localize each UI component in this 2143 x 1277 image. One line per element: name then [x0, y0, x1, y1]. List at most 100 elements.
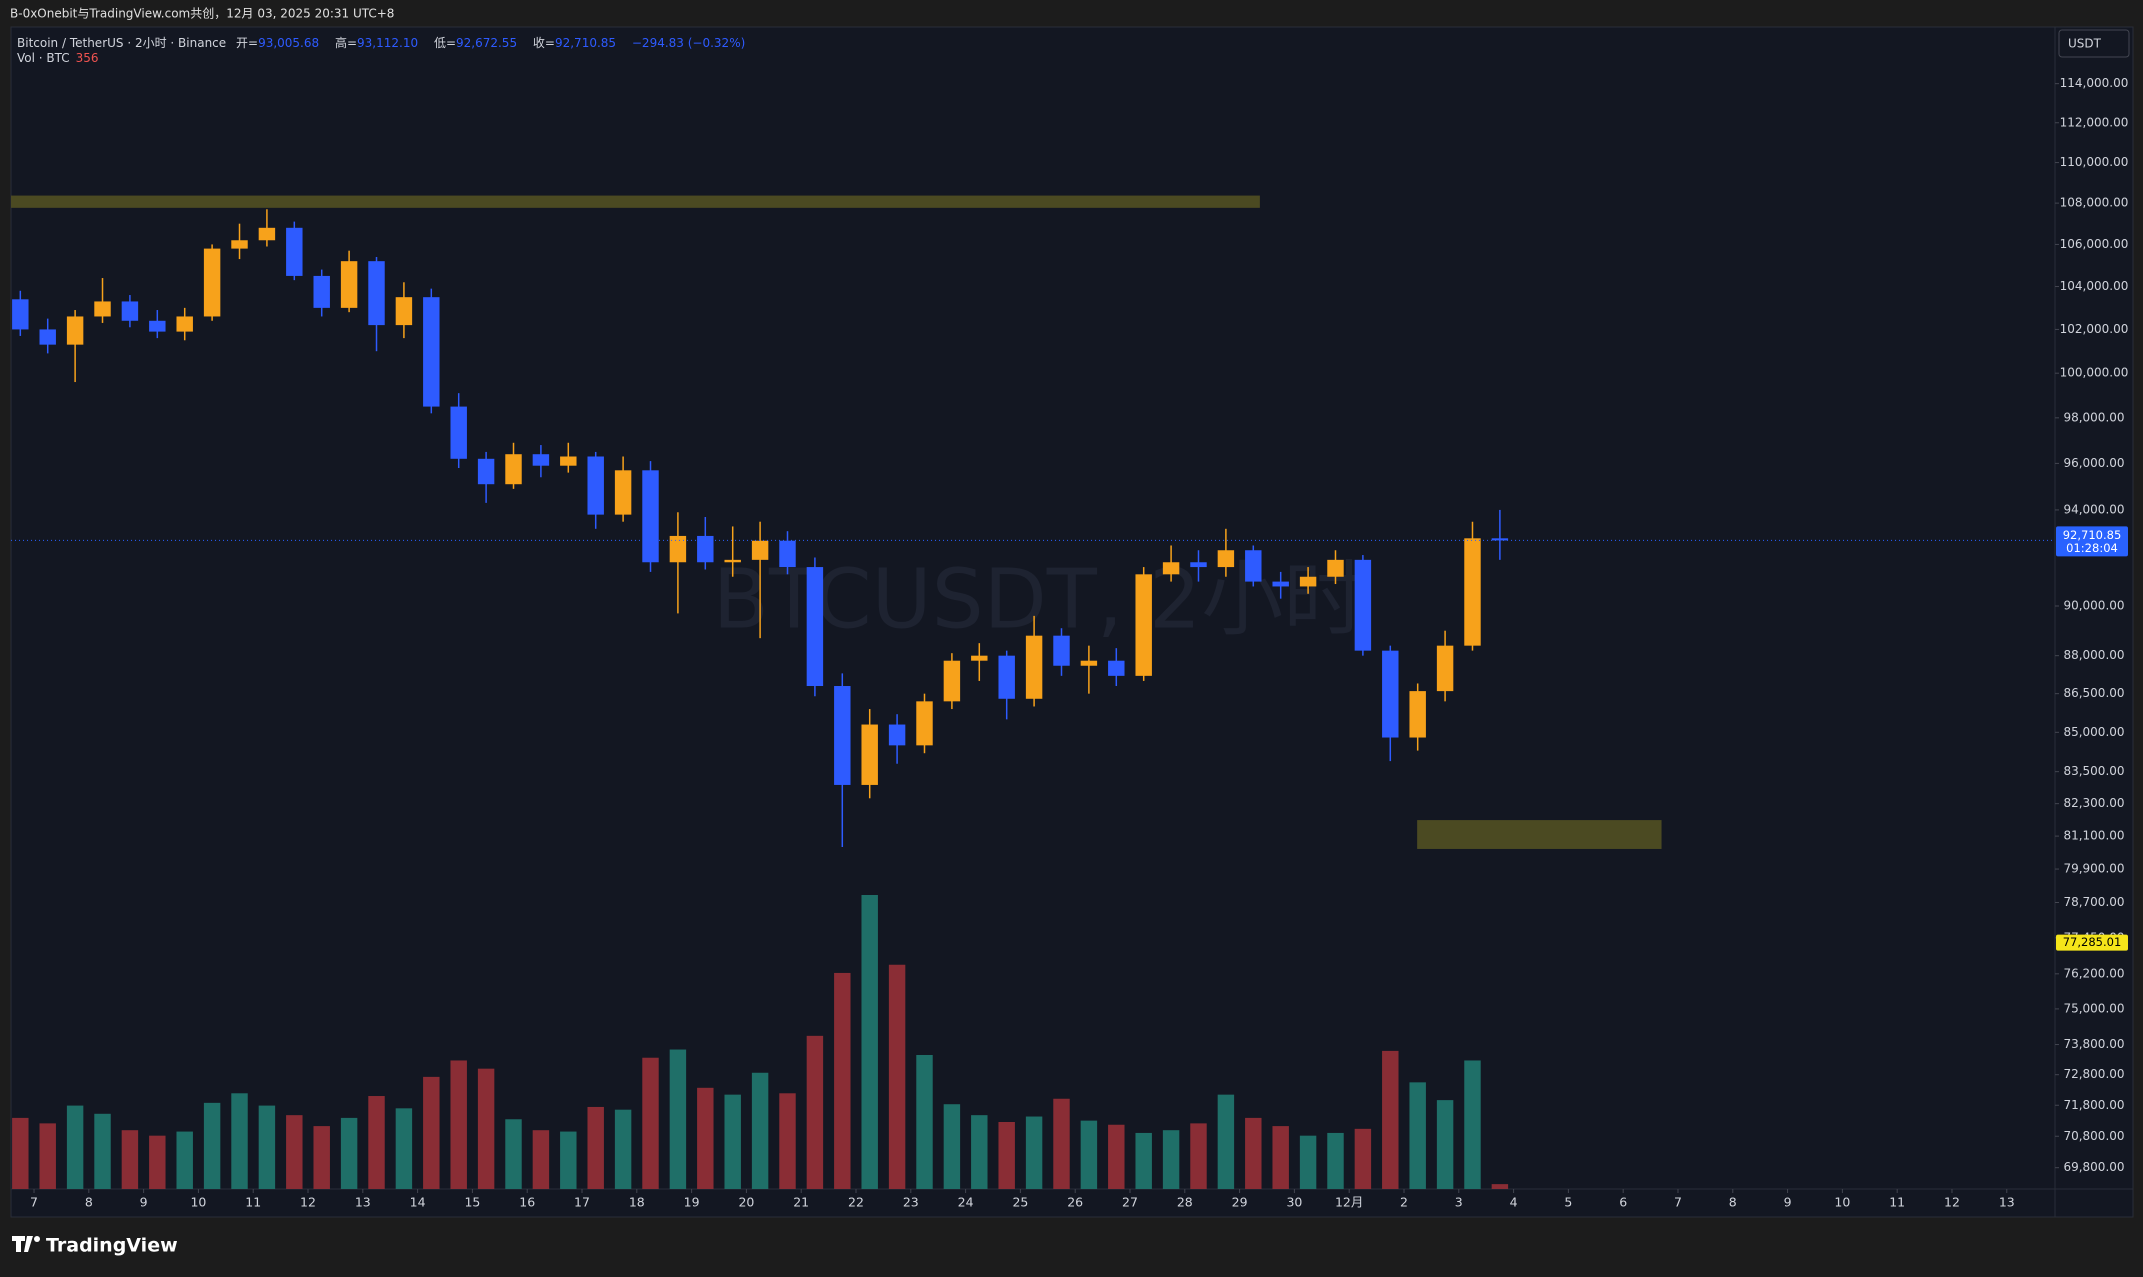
x-tick-label: 25 — [1012, 1195, 1028, 1210]
legend-ohlc: 高=93,112.10 — [335, 36, 424, 50]
candle-body — [176, 316, 193, 332]
y-tick-label: 112,000.00 — [2060, 115, 2129, 129]
candle-body — [121, 301, 139, 321]
ohlc-value: 92,710.85 — [554, 36, 617, 50]
x-tick-label: 27 — [1122, 1195, 1138, 1210]
x-tick-label: 7 — [1674, 1195, 1682, 1210]
ohlc-label: 开= — [236, 36, 259, 50]
legend-change: −294.83 (−0.32%) — [631, 36, 746, 50]
volume-bar — [1080, 1120, 1098, 1189]
y-tick-label: 104,000.00 — [2060, 279, 2129, 293]
x-tick-label: 21 — [793, 1195, 809, 1210]
candle-body — [779, 540, 796, 568]
volume-bar — [286, 1115, 303, 1189]
y-tick-label: 71,800.00 — [2063, 1098, 2124, 1112]
logo-icon — [12, 1236, 40, 1252]
legend-main: Bitcoin / TetherUS · 2小时 · Binance 开=93,… — [17, 34, 751, 51]
y-tick-label: 75,000.00 — [2063, 1001, 2124, 1015]
volume-bar — [614, 1109, 632, 1189]
candle-body — [231, 240, 248, 249]
legend-volume: Vol · BTC 356 — [17, 51, 105, 65]
y-tick-label: 76,200.00 — [2063, 966, 2124, 980]
candle-body — [888, 724, 906, 746]
volume-bar — [258, 1105, 276, 1189]
y-tick-label: 98,000.00 — [2063, 410, 2124, 424]
ohlc-value: 93,005.68 — [258, 36, 320, 50]
volume-bar — [642, 1057, 659, 1189]
x-tick-label: 14 — [410, 1195, 426, 1210]
candle-body — [861, 724, 878, 785]
x-tick-label: 17 — [574, 1195, 590, 1210]
ohlc-label: 收= — [532, 36, 555, 50]
volume-bar — [1464, 1060, 1481, 1189]
last-price-label: 92,710.85 — [2063, 528, 2122, 542]
y-tick-label: 85,000.00 — [2063, 725, 2124, 739]
volume-bar — [121, 1130, 139, 1189]
candle-body — [477, 458, 495, 485]
last-price-box — [2056, 526, 2128, 557]
candle-body — [1217, 550, 1235, 568]
x-tick-label: 24 — [958, 1195, 974, 1210]
x-tick-label: 28 — [1177, 1195, 1193, 1210]
volume-bar — [751, 1072, 769, 1189]
candle-body — [313, 275, 330, 308]
candle-body — [12, 299, 29, 330]
candle-body — [258, 227, 276, 241]
volume-bar — [669, 1049, 687, 1189]
candle-body — [806, 567, 824, 687]
volume-bar — [1135, 1132, 1152, 1189]
candle-body — [39, 329, 56, 345]
countdown: 01:28:04 — [2066, 541, 2118, 555]
x-tick-label: 29 — [1232, 1195, 1248, 1210]
header-text: B-0xOnebit与TradingView.com共创，12月 03, 202… — [10, 7, 394, 21]
currency: USDT — [2068, 37, 2102, 51]
candle-body — [149, 320, 166, 332]
legend-ohlc: 收=92,710.85 — [533, 36, 622, 50]
candle-body — [751, 540, 769, 560]
volume-bar — [477, 1068, 495, 1189]
volume-bar — [1190, 1123, 1207, 1189]
x-tick-label: 11 — [245, 1195, 261, 1210]
chart-pane — [10, 26, 2134, 1218]
x-tick-label: 3 — [1455, 1195, 1463, 1210]
candle-body — [1491, 538, 1509, 541]
candle-body — [834, 686, 851, 785]
y-tick-label: 114,000.00 — [2060, 76, 2129, 90]
volume-bar — [395, 1108, 413, 1189]
zone — [1417, 820, 1662, 849]
x-tick-label: 8 — [1729, 1195, 1737, 1210]
y-tick-label: 83,500.00 — [2063, 764, 2124, 778]
zone — [11, 195, 1260, 208]
x-tick-label: 9 — [1784, 1195, 1792, 1210]
volume-bar — [1245, 1117, 1262, 1189]
candle-body — [697, 535, 714, 563]
candle-body — [203, 248, 221, 317]
y-tick-label: 70,800.00 — [2063, 1129, 2124, 1143]
x-tick-label: 9 — [140, 1195, 148, 1210]
x-tick-label: 6 — [1619, 1195, 1627, 1210]
candle-body — [340, 261, 358, 308]
volume-bar — [916, 1054, 933, 1189]
candle-body — [1354, 559, 1372, 651]
candle-body — [1327, 559, 1344, 577]
volume-value: 356 — [75, 51, 99, 65]
x-tick-label: 13 — [1999, 1195, 2015, 1210]
currency-box[interactable] — [2058, 29, 2130, 58]
volume-bar — [1108, 1124, 1125, 1189]
y-tick-label: 102,000.00 — [2060, 322, 2129, 336]
volume-bar — [998, 1121, 1015, 1189]
x-tick-label: 15 — [464, 1195, 480, 1210]
volume-bar — [888, 964, 906, 1189]
volume-bar — [560, 1131, 577, 1189]
volume-bar — [1436, 1100, 1454, 1189]
candle-body — [1080, 660, 1098, 666]
candle-body — [998, 655, 1015, 699]
volume-bar — [1299, 1135, 1317, 1189]
candle-body — [395, 297, 413, 326]
y-tick-label: 72,800.00 — [2063, 1067, 2124, 1081]
volume-bar — [368, 1096, 385, 1189]
volume-bar — [724, 1094, 741, 1189]
x-tick-label: 20 — [738, 1195, 754, 1210]
volume-bar — [231, 1093, 248, 1189]
